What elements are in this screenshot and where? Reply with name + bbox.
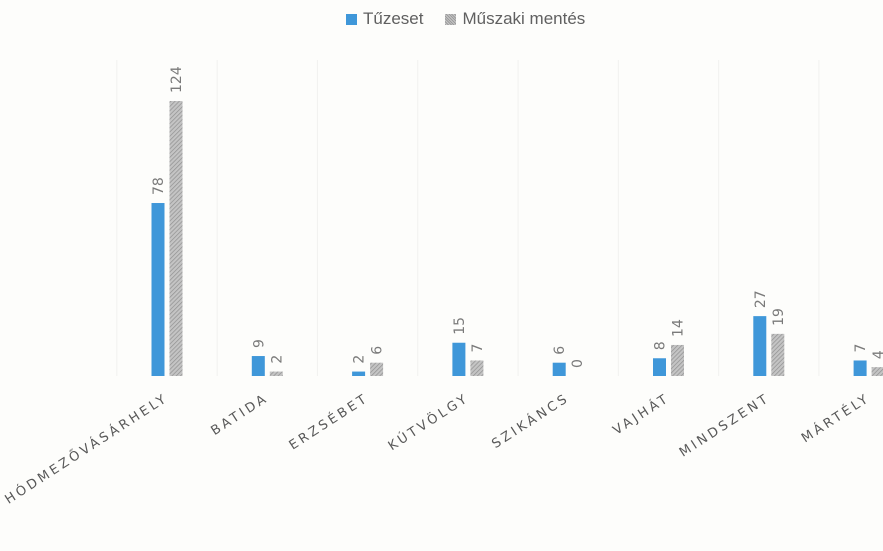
bar-tuzeset-erzsebet (352, 371, 366, 376)
bar-muszaki-mentes-hodmezovasarhely (169, 101, 183, 376)
data-label-muszaki-mentes-kutvolgy: 7 (470, 344, 486, 353)
legend-label-muszaki-mentes: Műszaki mentés (462, 9, 586, 28)
bar-tuzeset-martely (853, 360, 867, 376)
bar-tuzeset-mindszent (753, 316, 767, 376)
category-label-martely: MÁRTÉLY (798, 390, 873, 446)
data-label-muszaki-mentes-erzsebet: 6 (370, 346, 386, 355)
data-label-tuzeset-vajhat: 8 (653, 341, 669, 350)
category-label-kutvolgy: KÚTVÖLGY (385, 389, 472, 454)
legend-swatch-muszaki-mentes (445, 13, 457, 25)
bar-muszaki-mentes-batida (269, 371, 283, 376)
legend: Tűzeset Műszaki mentés (346, 9, 585, 29)
bar-tuzeset-batida (251, 356, 265, 376)
data-label-tuzeset-kutvolgy: 15 (452, 317, 468, 335)
category-label-szikancs: SZIKÁNCS (489, 390, 573, 452)
category-label-batida: BATIDA (209, 391, 272, 439)
category-label-mindszent: MINDSZENT (677, 391, 773, 461)
data-label-muszaki-mentes-szikancs: 0 (570, 359, 586, 368)
data-label-tuzeset-mindszent: 27 (753, 290, 769, 308)
category-label-erzsebet: ERZSÉBET (286, 390, 372, 453)
data-label-tuzeset-batida: 9 (251, 339, 267, 348)
legend-item-muszaki-mentes: Műszaki mentés (445, 9, 585, 29)
legend-label-tuzeset: Tűzeset (363, 9, 424, 28)
bar-tuzeset-vajhat (653, 358, 666, 376)
data-label-tuzeset-martely: 7 (853, 344, 869, 353)
category-label-hodmezovasarhely: HÓDMEZŐVÁSÁRHELY (2, 390, 171, 508)
bar-muszaki-mentes-erzsebet (370, 362, 384, 376)
data-label-tuzeset-hodmezovasarhely: 78 (151, 177, 167, 195)
bar-tuzeset-szikancs (552, 362, 566, 376)
data-label-muszaki-mentes-martely: 4 (871, 350, 883, 359)
bar-muszaki-mentes-kutvolgy (470, 360, 484, 376)
bar-tuzeset-kutvolgy (452, 342, 466, 376)
bar-muszaki-mentes-mindszent (771, 333, 785, 376)
data-label-muszaki-mentes-mindszent: 19 (771, 308, 787, 326)
legend-item-tuzeset: Tűzeset (346, 9, 423, 29)
data-label-tuzeset-szikancs: 6 (552, 346, 568, 355)
data-label-muszaki-mentes-vajhat: 14 (671, 319, 687, 337)
bar-tuzeset-hodmezovasarhely (151, 203, 165, 376)
data-label-tuzeset-erzsebet: 2 (352, 355, 368, 364)
legend-swatch-tuzeset (346, 13, 357, 25)
bar-muszaki-mentes-martely (871, 367, 883, 376)
data-label-muszaki-mentes-batida: 2 (269, 355, 285, 364)
data-label-muszaki-mentes-hodmezovasarhely: 124 (169, 66, 185, 93)
category-label-vajhat: VAJHÁT (610, 390, 673, 438)
bar-muszaki-mentes-vajhat (671, 344, 684, 376)
